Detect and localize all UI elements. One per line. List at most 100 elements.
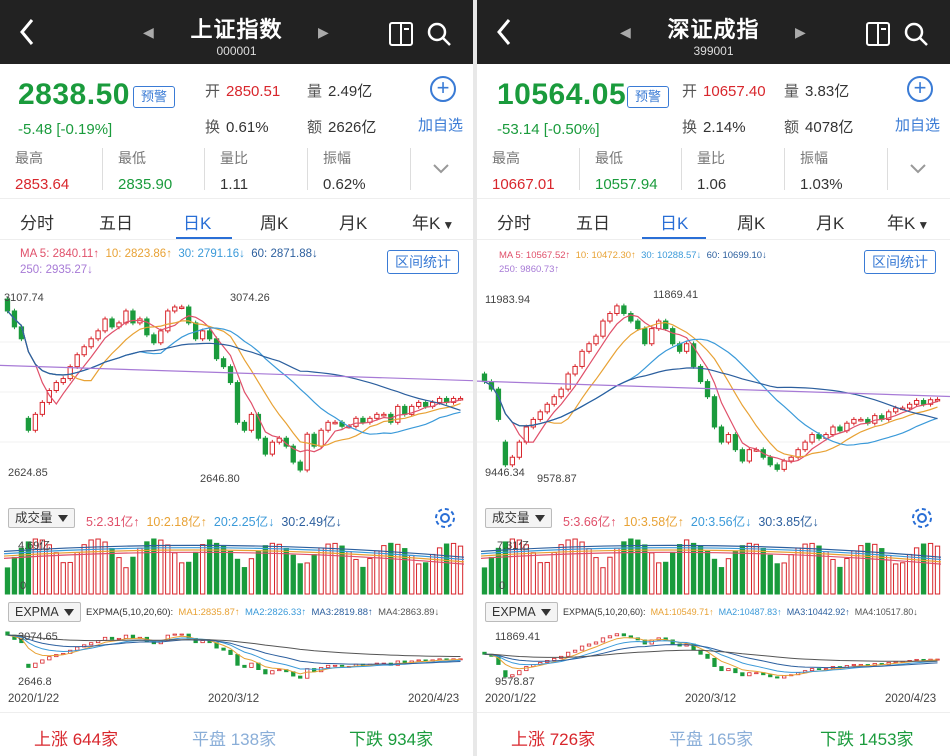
volume-bar — [558, 544, 564, 595]
candle — [927, 399, 934, 405]
volume-indicator-select[interactable]: 成交量 — [485, 508, 552, 528]
expma-candle — [123, 634, 129, 639]
expma-indicator-select[interactable]: EXPMA — [485, 602, 558, 622]
settings-gear-icon[interactable] — [433, 506, 457, 530]
tab-weekly-k[interactable]: 周K — [260, 214, 289, 233]
tab-intraday[interactable]: 分时 — [20, 214, 54, 233]
k-low-label: 2624.85 — [8, 467, 48, 479]
volume-ma-line — [3, 549, 465, 563]
panel-shanghai: ◀ 上证指数 000001 ▶ 2838.50 预警 -5.48 [-0.19%… — [0, 0, 473, 756]
dropdown-triangle-icon: ▼ — [917, 218, 930, 232]
volume-bar — [663, 561, 669, 595]
volume-bar — [614, 547, 620, 595]
expma-candle — [332, 664, 338, 667]
volume-bar — [179, 562, 185, 595]
split-view-icon[interactable] — [387, 20, 415, 48]
volume-bar — [906, 553, 913, 595]
expma-candle — [510, 674, 515, 678]
split-view-icon[interactable] — [864, 20, 892, 48]
candle — [374, 413, 380, 419]
volume-bar — [416, 563, 422, 595]
range-stats-button[interactable]: 区间统计 — [864, 250, 936, 274]
add-watchlist-icon[interactable]: + — [430, 76, 456, 102]
volume-bar — [670, 551, 676, 595]
next-index-icon[interactable]: ▶ — [795, 24, 806, 40]
expma-candle — [768, 674, 773, 678]
candle — [934, 398, 941, 402]
range-stats-button[interactable]: 区间统计 — [387, 250, 459, 274]
volume-bar — [509, 538, 516, 595]
divider — [410, 148, 411, 190]
expma1-line — [484, 637, 938, 677]
period-tabs: 分时 五日 日K 周K 月K 年K ▼ — [477, 198, 950, 240]
advancers-count: 上涨 726家 — [511, 730, 596, 749]
candle — [663, 320, 669, 330]
volume-bar — [4, 567, 11, 595]
tab-daily-k[interactable]: 日K — [183, 214, 212, 233]
unchanged-count: 平盘 165家 — [669, 730, 754, 749]
expma-legend: EXPMA(5,10,20,60): MA1:2835.87↑ MA2:2826… — [86, 607, 440, 618]
candle — [732, 434, 739, 451]
expma-indicator-select[interactable]: EXPMA — [8, 602, 81, 622]
expma-candle — [565, 651, 571, 657]
tab-five-day[interactable]: 五日 — [576, 214, 610, 233]
volume-bar — [241, 567, 248, 595]
candle — [920, 399, 927, 405]
add-watchlist-button[interactable]: 加自选 — [895, 117, 941, 134]
alert-button[interactable]: 预警 — [627, 86, 670, 108]
candle — [621, 305, 627, 314]
chevron-down-icon[interactable] — [909, 162, 927, 176]
volume-bar — [381, 545, 387, 595]
search-icon[interactable] — [902, 20, 930, 48]
stat-high: 最高 10667.01 — [492, 150, 555, 193]
candle — [457, 397, 464, 401]
volume-bar — [579, 541, 585, 595]
tab-weekly-k[interactable]: 周K — [737, 214, 766, 233]
expma-candle — [572, 649, 578, 653]
alert-button[interactable]: 预警 — [133, 86, 176, 108]
expma-candle — [726, 668, 731, 672]
candle — [872, 415, 878, 424]
volume-bar — [551, 552, 557, 595]
candle — [551, 396, 557, 405]
tab-monthly-k[interactable]: 月K — [339, 214, 368, 233]
date-start: 2020/1/22 — [485, 693, 537, 705]
expma-candle — [33, 662, 38, 668]
volume-bar — [537, 562, 543, 595]
tab-daily-k[interactable]: 日K — [660, 214, 689, 233]
tab-intraday[interactable]: 分时 — [497, 214, 531, 233]
expma-candle — [607, 635, 613, 639]
prev-index-icon[interactable]: ◀ — [143, 24, 154, 40]
chevron-down-icon[interactable] — [432, 162, 450, 176]
search-icon[interactable] — [425, 20, 453, 48]
volume-bar — [893, 563, 899, 595]
prev-index-icon[interactable]: ◀ — [620, 24, 631, 40]
back-arrow-icon[interactable] — [14, 16, 42, 48]
candle — [906, 403, 913, 409]
expma-candle — [130, 634, 136, 639]
add-watchlist-button[interactable]: 加自选 — [418, 117, 464, 134]
settings-gear-icon[interactable] — [910, 506, 934, 530]
expma-candle — [482, 651, 487, 655]
candle — [586, 343, 592, 352]
volume-bar — [788, 554, 794, 595]
tab-yearly-k[interactable]: 年K ▼ — [887, 214, 930, 233]
tab-five-day[interactable]: 五日 — [99, 214, 133, 233]
candle — [304, 433, 310, 471]
add-watchlist-icon[interactable]: + — [907, 76, 933, 102]
expma-candle — [719, 666, 724, 672]
tab-monthly-k[interactable]: 月K — [816, 214, 845, 233]
volume-bar — [39, 539, 45, 595]
divider — [784, 148, 785, 190]
ma10-line — [7, 310, 461, 447]
candle — [318, 429, 324, 447]
volume-indicator-select[interactable]: 成交量 — [8, 508, 75, 528]
tab-yearly-k[interactable]: 年K ▼ — [412, 214, 455, 233]
volume-bar — [325, 543, 331, 595]
expma-candle — [823, 668, 829, 671]
volume-bar — [304, 562, 310, 595]
expma-candle — [579, 645, 585, 651]
next-index-icon[interactable]: ▶ — [318, 24, 329, 40]
back-arrow-icon[interactable] — [491, 16, 519, 48]
stat-amplitude: 振幅 1.03% — [800, 150, 843, 193]
